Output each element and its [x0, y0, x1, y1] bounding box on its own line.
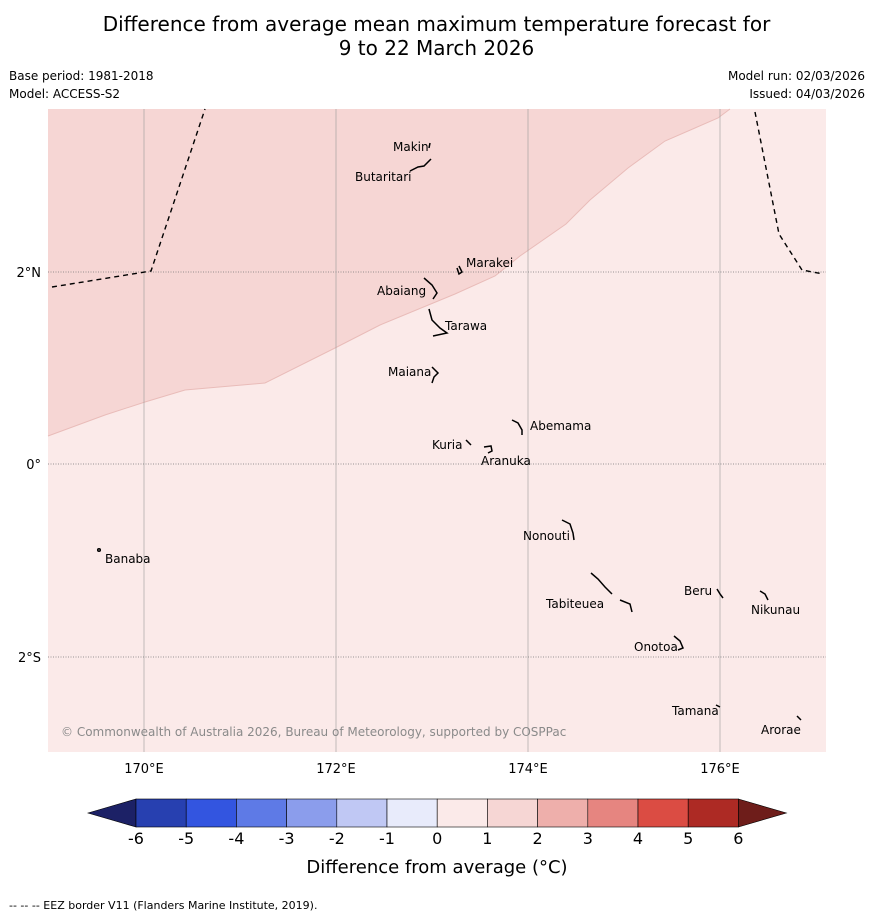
colorbar-segment: [436, 798, 488, 828]
island-label-aranuka: Aranuka: [481, 454, 531, 468]
colorbar-segment: [537, 798, 589, 828]
island-label-abemama: Abemama: [530, 419, 591, 433]
latitude-labels: 2°N 0° 2°S: [17, 266, 42, 666]
colorbar-tick-label: 1: [482, 829, 492, 848]
nikunau-outline: [759, 590, 769, 601]
colorbar-tick-label: -5: [178, 829, 194, 848]
meta-right: Model run: 02/03/2026 Issued: 04/03/2026: [728, 67, 865, 103]
colorbar-segment: [587, 798, 639, 828]
colorbar-tick-label: -6: [128, 829, 144, 848]
copyright-text: © Commonwealth of Australia 2026, Bureau…: [61, 725, 566, 739]
colorbar-segment: [286, 798, 338, 828]
island-label-nonouti: Nonouti: [523, 529, 570, 543]
graticule: [143, 109, 721, 752]
colorbar: -6 -5 -4 -3 -2 -1 0 1 2 3 4 5 6: [86, 798, 788, 848]
meta-left: Base period: 1981-2018 Model: ACCESS-S2: [9, 67, 154, 103]
island-label-abaiang: Abaiang: [377, 284, 426, 298]
tarawa-outline: [428, 308, 449, 337]
colorbar-tick-label: 5: [683, 829, 693, 848]
island-label-banaba: Banaba: [105, 552, 151, 566]
colorbar-tick-label: 2: [533, 829, 543, 848]
onotoa-outline: [673, 635, 684, 651]
maiana-outline: [431, 366, 440, 384]
colorbar-extension-low: [86, 798, 137, 828]
contour-line: [47, 108, 731, 437]
colorbar-segment: [687, 798, 739, 828]
colorbar-segment: [236, 798, 287, 828]
beru-outline: [716, 588, 724, 599]
colorbar-segment: [336, 798, 388, 828]
butaritari-outline: [409, 158, 432, 172]
colorbar-label: Difference from average (°C): [306, 857, 567, 878]
colorbar-tick-label: -1: [379, 829, 395, 848]
title-line-2: 9 to 22 March 2026: [338, 36, 535, 60]
eez-borders: [51, 108, 824, 288]
colorbar-extension-high: [738, 798, 788, 828]
island-label-tamana: Tamana: [671, 704, 719, 718]
island-label-tarawa: Tarawa: [444, 319, 487, 333]
tamana-outline: [715, 704, 721, 708]
longitude-labels: 170°E 172°E 174°E 176°E: [124, 762, 740, 777]
lat-label-2n: 2°N: [17, 266, 42, 281]
island-label-tabiteuea: Tabiteuea: [545, 597, 604, 611]
marakei-outline: [456, 265, 463, 276]
colorbar-segment: [637, 798, 689, 828]
issued-date: Issued: 04/03/2026: [749, 87, 865, 101]
island-label-kuria: Kuria: [432, 438, 463, 452]
island-label-beru: Beru: [684, 584, 712, 598]
colorbar-tick-label: -3: [279, 829, 295, 848]
island-outlines: [96, 142, 802, 721]
colorbar-tick-label: 0: [432, 829, 442, 848]
parallels: [48, 271, 826, 658]
nonouti-outline: [561, 519, 575, 541]
colorbar-tick-label: -2: [329, 829, 345, 848]
colorbar-tick-label: 6: [733, 829, 743, 848]
tabiteuea-south-outline: [619, 599, 633, 613]
island-label-butaritari: Butaritari: [355, 170, 412, 184]
kuria-outline: [465, 439, 472, 446]
makin-outline: [428, 142, 431, 149]
base-period: Base period: 1981-2018: [9, 69, 154, 83]
abemama-outline: [511, 419, 523, 435]
tabiteuea-north-outline: [590, 572, 613, 595]
aranuka-outline: [483, 445, 493, 454]
lon-label-174e: 174°E: [508, 762, 548, 777]
colorbar-segment: [487, 798, 538, 828]
island-label-arorae: Arorae: [761, 723, 801, 737]
map-area-band-1-2: [48, 109, 730, 436]
colorbar-tick-label: 3: [583, 829, 593, 848]
colorbar-segment: [135, 798, 187, 828]
island-label-makin: Makin: [393, 140, 429, 154]
island-label-maiana: Maiana: [388, 365, 431, 379]
colorbar-segment: [185, 798, 237, 828]
lon-label-176e: 176°E: [700, 762, 740, 777]
colorbar-segment: [386, 798, 438, 828]
arorae-outline: [796, 715, 802, 721]
banaba-outline: [96, 547, 102, 553]
colorbar-tick-label: 4: [633, 829, 643, 848]
lon-label-170e: 170°E: [124, 762, 164, 777]
lon-label-172e: 172°E: [316, 762, 356, 777]
lat-label-equator: 0°: [26, 458, 41, 473]
abaiang-outline: [423, 277, 438, 300]
island-label-onotoa: Onotoa: [634, 640, 678, 654]
map-title: Difference from average mean maximum tem…: [0, 12, 873, 60]
model-name: Model: ACCESS-S2: [9, 87, 121, 101]
eez-legend-note: -- -- -- EEZ border V11 (Flanders Marine…: [9, 899, 318, 912]
colorbar-tick-label: -4: [228, 829, 244, 848]
eez-border-west: [51, 108, 206, 288]
island-label-marakei: Marakei: [466, 256, 513, 270]
eez-border-east: [754, 111, 824, 275]
island-label-nikunau: Nikunau: [751, 603, 800, 617]
island-labels: Makin Butaritari Marakei Abaiang Tarawa …: [105, 140, 801, 737]
title-line-1: Difference from average mean maximum tem…: [102, 12, 771, 36]
model-run: Model run: 02/03/2026: [727, 69, 865, 83]
lat-label-2s: 2°S: [18, 651, 41, 666]
